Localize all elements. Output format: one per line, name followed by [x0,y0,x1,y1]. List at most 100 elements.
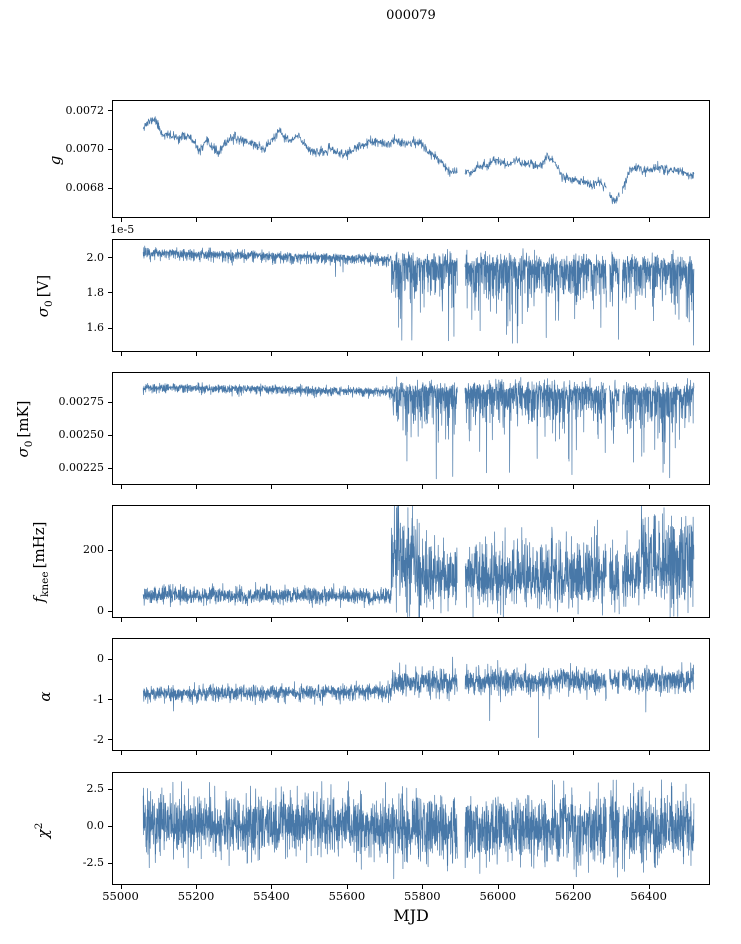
y-tick-mark [108,257,112,259]
x-tick-mark [497,218,499,222]
x-tick-mark [648,352,650,356]
x-tick-mark [120,352,122,356]
y-tick-mark [108,788,112,790]
y-tick-label: 0.00225 [58,461,105,475]
subplot-fknee: fknee[mHz] 0 200 [0,505,741,622]
y-tick-mark [108,292,112,294]
y-tick-label: 1.8 [86,285,105,299]
x-tick-mark [648,751,650,755]
subplot-chi2: χ2 -2.5 0.0 2.5 [0,772,741,889]
y-tick-mark [108,110,112,112]
series-canvas-chi2 [113,773,709,884]
y-tick-mark [108,658,112,660]
series-canvas-g [113,101,709,217]
y-tick-mark [108,825,112,827]
y-tick-mark [108,327,112,329]
y-tick-mark [108,699,112,701]
x-tick-mark [422,485,424,489]
x-tick-mark [573,218,575,222]
x-tick-mark [120,751,122,755]
x-tick-mark [195,885,197,889]
y-tick-label: 2.5 [86,782,105,796]
y-tick-label: 1.6 [86,321,105,335]
x-tick-mark [648,885,650,889]
x-tick-mark [497,485,499,489]
y-tick-mark [108,739,112,741]
x-tick-mark [573,751,575,755]
x-tick-mark [648,618,650,622]
y-tick-label: 0.0 [86,819,105,833]
plot-area-g [112,100,710,218]
x-tick-mark [346,352,348,356]
x-tick-mark [271,485,273,489]
y-tick-label: -2.5 [82,856,104,870]
x-tick-mark [271,885,273,889]
x-tick-mark [497,618,499,622]
x-tick-mark [195,352,197,356]
figure-title: 000079 [386,8,436,23]
x-tick-mark [195,751,197,755]
x-tick-mark [120,618,122,622]
x-tick-mark [573,885,575,889]
x-tick-mark [195,618,197,622]
x-tick-mark [573,618,575,622]
x-tick-mark [346,751,348,755]
y-tick-mark [108,549,112,551]
x-tick-mark [346,218,348,222]
x-tick-mark [497,352,499,356]
x-tick-labels: 55000 55200 55400 55600 55800 56000 56200 56400 [0,889,741,904]
plot-area-chi2 [112,772,710,885]
x-tick-mark [422,751,424,755]
x-tick-mark [422,218,424,222]
y-tick-mark [108,187,112,189]
x-tick-mark [573,485,575,489]
x-tick-mark [271,618,273,622]
y-tick-label: 0.00250 [58,428,105,442]
series-canvas-fknee [113,506,709,617]
subplot-sigma0-v: σ0[V] 1.6 1.8 2.0 [0,239,741,356]
x-tick-mark [422,885,424,889]
y-tick-label: 0.0068 [65,181,105,194]
y-tick-mark [108,148,112,150]
x-axis-label: MJD [393,906,429,925]
y-tick-label: 0.0072 [65,103,105,117]
x-tick-mark [195,485,197,489]
x-tick-mark [271,218,273,222]
y-tick-label: 2.0 [86,250,105,264]
plot-area-sigma0-v [112,239,710,352]
x-tick-mark [346,485,348,489]
x-tick-mark [120,485,122,489]
y-tick-label: 0.00275 [58,395,105,409]
y-tick-mark [108,862,112,864]
x-tick-mark [497,885,499,889]
x-tick-label: 55000 [102,889,139,903]
y-tick-label: 200 [83,543,104,557]
x-tick-mark [648,485,650,489]
x-tick-label: 55800 [404,889,441,903]
y-tick-mark [108,401,112,403]
plot-area-fknee [112,505,710,618]
subplot-alpha: α -2 -1 0 [0,638,741,755]
y-tick-label: -2 [93,732,104,746]
series-canvas-alpha [113,639,709,750]
x-tick-mark [120,885,122,889]
y-axis-offset-text: 1e-5 [110,223,135,236]
series-canvas-sigma0-mk [113,373,709,484]
series-canvas-sigma0-v [113,240,709,351]
x-tick-label: 55400 [253,889,290,903]
x-tick-mark [648,218,650,222]
y-tick-label: 0 [97,604,104,618]
x-tick-mark [271,352,273,356]
y-tick-label: 0.0070 [65,142,105,156]
y-tick-mark [108,467,112,469]
x-tick-label: 55600 [328,889,366,903]
y-tick-label: -1 [93,692,104,706]
plot-area-sigma0-mk [112,372,710,485]
y-tick-mark [108,434,112,436]
x-tick-mark [497,751,499,755]
x-tick-label: 55200 [177,889,215,903]
x-tick-mark [346,885,348,889]
x-tick-mark [346,618,348,622]
x-tick-mark [120,218,122,222]
